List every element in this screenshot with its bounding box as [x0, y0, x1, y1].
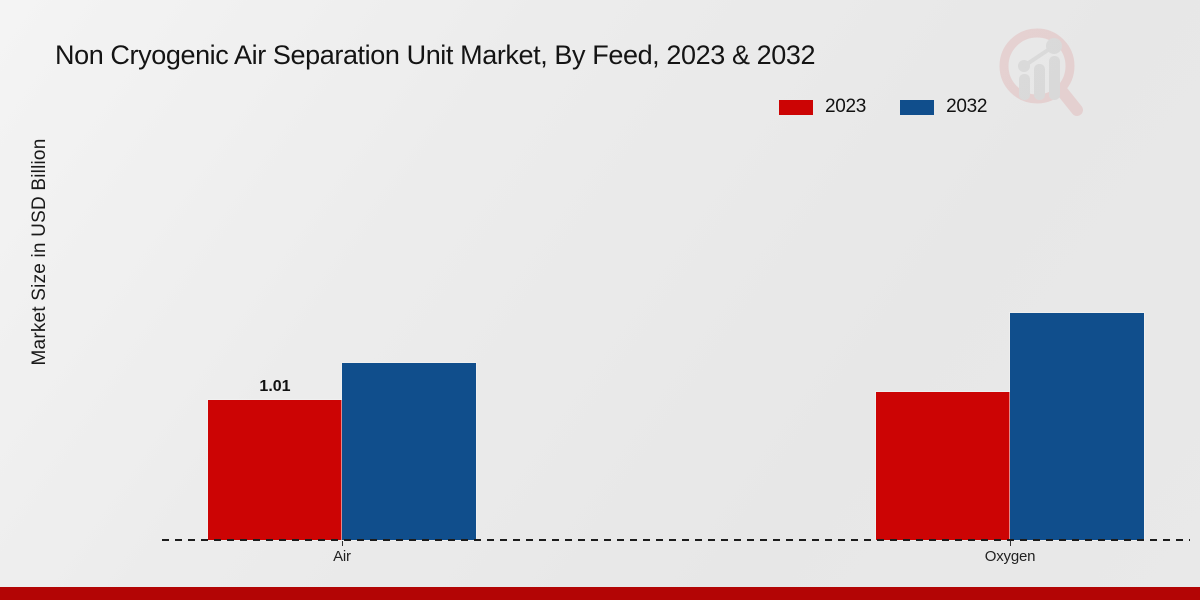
- chart-title: Non Cryogenic Air Separation Unit Market…: [55, 40, 816, 70]
- bar-2032-air: [342, 363, 476, 540]
- brand-watermark-logo: [999, 28, 1083, 116]
- legend-swatch-2032: [900, 99, 935, 115]
- bar-value-label-2023-air: 1.01: [259, 378, 291, 395]
- legend-label-2032: 2032: [946, 96, 988, 117]
- footer-accent-bar: [0, 587, 1200, 600]
- bar-2032-oxygen: [1010, 313, 1144, 540]
- y-axis-label: Market Size in USD Billion: [29, 138, 50, 366]
- x-axis-category-label-air: Air: [333, 548, 351, 565]
- bar-2023-air: [208, 400, 342, 540]
- legend-item-2023: 2023: [779, 96, 866, 118]
- x-axis-baseline: [162, 539, 1190, 541]
- x-axis-tick-oxygen: [1010, 541, 1011, 546]
- legend-label-2023: 2023: [825, 96, 867, 117]
- bar-2023-oxygen: [876, 392, 1010, 540]
- bar-chart-icon: [1018, 38, 1062, 100]
- chart-legend: 2023 2032: [779, 96, 987, 118]
- x-axis-category-label-oxygen: Oxygen: [984, 548, 1036, 565]
- legend-swatch-2023: [779, 99, 813, 115]
- legend-item-2032: 2032: [900, 96, 987, 118]
- x-axis-tick-air: [342, 541, 343, 546]
